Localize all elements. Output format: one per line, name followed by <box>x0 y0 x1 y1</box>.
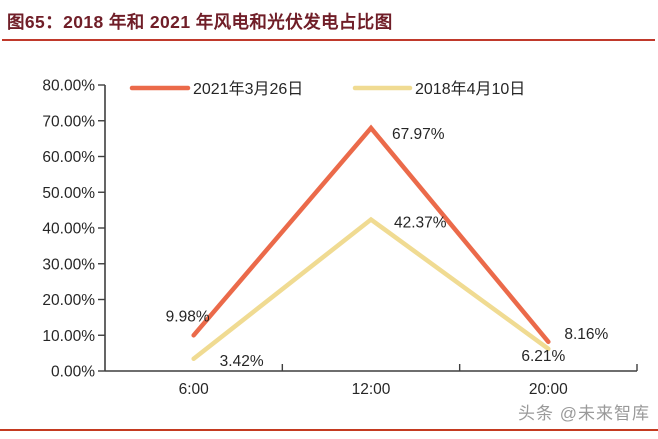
data-label: 6.21% <box>521 348 565 365</box>
y-axis-tick-label: 0.00% <box>51 364 95 381</box>
series-line <box>191 124 551 345</box>
y-axis-tick-label: 20.00% <box>42 292 95 309</box>
legend-label: 2021年3月26日 <box>193 80 303 98</box>
y-axis-tick-label: 70.00% <box>42 113 95 130</box>
x-axis-tick-label: 6:00 <box>179 381 210 398</box>
watermark: 头条 @未来智库 <box>518 404 650 423</box>
data-label: 9.98% <box>166 308 210 325</box>
legend-label: 2018年4月10日 <box>415 80 525 98</box>
figure-title: 图65：2018 年和 2021 年风电和光伏发电占比图 <box>7 12 393 32</box>
title-rule <box>2 39 655 41</box>
data-label: 42.37% <box>394 215 447 232</box>
data-label: 8.16% <box>564 326 608 343</box>
y-axis-tick-label: 30.00% <box>42 256 95 273</box>
data-label: 67.97% <box>392 126 445 143</box>
x-axis-tick-label: 20:00 <box>529 381 568 398</box>
y-axis-tick-label: 40.00% <box>42 221 95 238</box>
bottom-rule <box>0 429 658 431</box>
y-axis-tick-label: 10.00% <box>42 328 95 345</box>
data-label: 3.42% <box>220 353 264 370</box>
y-axis-tick-label: 50.00% <box>42 185 95 202</box>
y-axis-tick-label: 60.00% <box>42 149 95 166</box>
y-axis-tick-label: 80.00% <box>42 78 95 95</box>
x-axis-tick-label: 12:00 <box>352 381 391 398</box>
series-line <box>191 216 551 362</box>
